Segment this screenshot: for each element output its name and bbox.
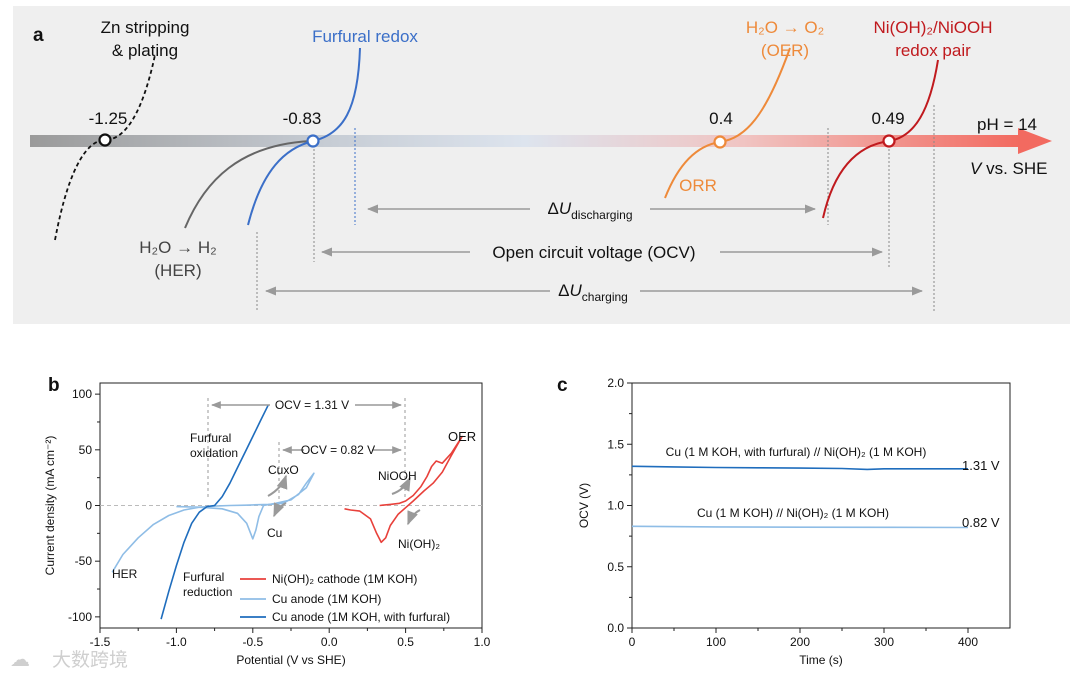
panel-c: c 0 100 200 300 400 0.0 0.5 1.0 1.5 2.0 Time (s) OC… bbox=[557, 375, 1011, 667]
cv-plot: -1.5 -1.0 -0.5 0.0 0.5 1.0 -100 -50 0 50 100 Potent… bbox=[43, 382, 491, 667]
y-tick-label: 50 bbox=[79, 443, 93, 457]
legend-label-ni-oh-cathode-1m-koh: Ni(OH)₂ cathode (1M KOH) bbox=[272, 572, 417, 586]
potential-axis-arrowhead bbox=[1018, 128, 1052, 154]
x-tick-label: -1.0 bbox=[166, 635, 187, 649]
cuxo-annot: CuxO bbox=[268, 463, 299, 477]
ocv-time-plot: 0 100 200 300 400 0.0 0.5 1.0 1.5 2.0 Time (s) OCV … bbox=[577, 376, 1011, 667]
ocv082-label: OCV = 0.82 V bbox=[301, 443, 375, 457]
series-line-cu-anode-1m-koh-with-furfural bbox=[160, 404, 269, 620]
zn-curve bbox=[54, 54, 156, 241]
x-tick-label: 300 bbox=[874, 635, 894, 649]
nioh2-title-line1: Ni(OH)₂/NiOOH bbox=[874, 18, 993, 37]
x-tick-label: 0.0 bbox=[321, 635, 338, 649]
series-line-cu-1-m-koh-ni-oh-1-m-koh bbox=[631, 525, 969, 529]
y-tick-label: 1.5 bbox=[607, 437, 624, 451]
y-tick-label: -100 bbox=[68, 610, 92, 624]
niooh-annot: NiOOH bbox=[378, 469, 417, 483]
y-tick-label: 1.0 bbox=[607, 499, 624, 513]
y-tick-label: 0 bbox=[85, 499, 92, 513]
panel-a: a pH = 14 V vs. SHE -1.25 -0.83 0.4 0.49… bbox=[13, 6, 1070, 324]
ocv131-label: OCV = 1.31 V bbox=[275, 398, 349, 412]
niooh-arrow bbox=[391, 476, 411, 495]
furfural-oxidation-annot-2: oxidation bbox=[190, 446, 238, 460]
x-tick-label: 100 bbox=[706, 635, 726, 649]
furfural-reduction-annot-2: reduction bbox=[183, 585, 232, 599]
oer-title-line1: H₂O → O₂ bbox=[746, 18, 824, 37]
furfural-reduction-annot-1: Furfural bbox=[183, 570, 224, 584]
ocv-high-value: 1.31 V bbox=[962, 458, 1000, 473]
potential-axis-bar bbox=[30, 135, 1020, 147]
delta-u-charging-label: ΔUcharging bbox=[558, 281, 628, 304]
furfural-marker bbox=[306, 134, 320, 148]
series-line-ni-oh-cathode-1m-koh bbox=[344, 435, 463, 544]
series-label-high: Cu (1 M KOH, with furfural) // Ni(OH)₂ (… bbox=[666, 445, 927, 459]
x-tick-label: 0 bbox=[629, 635, 636, 649]
watermark-logo-icon: ☁ bbox=[10, 649, 30, 671]
cuxo-arrow bbox=[267, 474, 288, 497]
y-tick-label: -50 bbox=[75, 554, 93, 568]
zn-title-line1: Zn stripping bbox=[101, 18, 190, 37]
y-axis-label: Current density (mA cm⁻²) bbox=[43, 436, 57, 576]
series-line-cu-1-m-koh-with-furfural-ni-oh-1-m-koh bbox=[631, 465, 968, 471]
x-axis-label: Potential (V vs SHE) bbox=[236, 653, 345, 667]
x-tick-label: 0.5 bbox=[397, 635, 414, 649]
ocv-label: Open circuit voltage (OCV) bbox=[492, 243, 695, 262]
y-tick-label: 2.0 bbox=[607, 376, 624, 390]
axis-vs-she-label: V vs. SHE bbox=[970, 159, 1047, 178]
nioh2-annot: Ni(OH)₂ bbox=[398, 537, 440, 551]
cu-annot: Cu bbox=[267, 526, 282, 540]
her-label-line2: (HER) bbox=[154, 261, 201, 280]
oer-annot: OER bbox=[448, 429, 476, 444]
orr-label: ORR bbox=[679, 176, 717, 195]
series-label-low: Cu (1 M KOH) // Ni(OH)₂ (1 M KOH) bbox=[697, 506, 889, 520]
ph-label: pH = 14 bbox=[977, 115, 1037, 134]
her-label-line1: H₂O → H₂ bbox=[139, 238, 216, 257]
panel-b: b -1.5 -1.0 -0.5 0.0 0.5 1.0 -100 -50 0 50 100 Pote… bbox=[43, 375, 491, 667]
y-tick-label: 0.0 bbox=[607, 621, 624, 635]
oer-title-line2: (OER) bbox=[761, 41, 809, 60]
panel-a-background bbox=[13, 6, 1070, 324]
nioh2-arrow bbox=[407, 509, 421, 526]
oer-marker bbox=[713, 135, 727, 149]
legend-label-cu-anode-1m-koh: Cu anode (1M KOH) bbox=[272, 592, 381, 606]
furfural-value: -0.83 bbox=[283, 109, 322, 128]
zn-title-line2: & plating bbox=[112, 41, 178, 60]
panel-b-label: b bbox=[48, 375, 60, 396]
delta-u-discharging-label: ΔUdischarging bbox=[547, 199, 632, 222]
panel-c-label: c bbox=[557, 375, 568, 396]
series-line-cu-anode-1m-koh bbox=[111, 472, 315, 573]
y-tick-label: 100 bbox=[72, 387, 92, 401]
x-tick-label: 200 bbox=[790, 635, 810, 649]
zn-value: -1.25 bbox=[89, 109, 128, 128]
her-annot: HER bbox=[112, 567, 138, 581]
oer-value: 0.4 bbox=[709, 109, 733, 128]
furfural-oxidation-annot-1: Furfural bbox=[190, 431, 231, 445]
ocv-low-value: 0.82 V bbox=[962, 515, 1000, 530]
y-tick-label: 0.5 bbox=[607, 560, 624, 574]
x-tick-label: -0.5 bbox=[242, 635, 263, 649]
watermark: 大数跨境 bbox=[52, 649, 128, 671]
x-tick-label: 400 bbox=[958, 635, 978, 649]
x-tick-label: -1.5 bbox=[90, 635, 111, 649]
furfural-title: Furfural redox bbox=[312, 27, 418, 46]
y-axis-label: OCV (V) bbox=[577, 483, 591, 528]
nioh2-title-line2: redox pair bbox=[895, 41, 971, 60]
nioh2-marker bbox=[882, 134, 896, 148]
zn-marker bbox=[98, 133, 112, 147]
x-tick-label: 1.0 bbox=[474, 635, 491, 649]
panel-a-label: a bbox=[33, 25, 44, 46]
cu-arrow bbox=[273, 502, 287, 518]
legend-label-cu-anode-1m-koh-with-furfural: Cu anode (1M KOH, with furfural) bbox=[272, 610, 450, 624]
x-axis-label: Time (s) bbox=[799, 653, 843, 667]
nioh2-value: 0.49 bbox=[871, 109, 904, 128]
her-curve bbox=[184, 140, 311, 229]
